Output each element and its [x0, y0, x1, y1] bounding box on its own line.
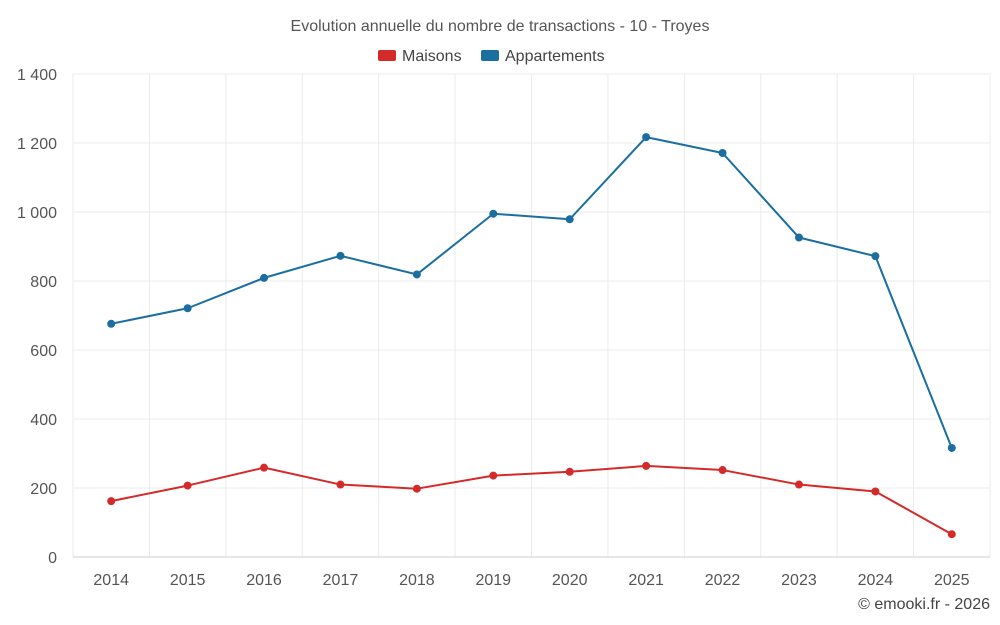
data-point-appartements-2015[interactable] — [183, 304, 192, 313]
y-tick-label: 1 400 — [17, 67, 57, 84]
data-point-maisons-2024[interactable] — [871, 487, 880, 496]
y-tick-label: 400 — [30, 412, 57, 429]
data-point-maisons-2015[interactable] — [183, 481, 192, 490]
y-axis: 0 200 400 600 800 1 000 1 200 1 400 — [17, 67, 57, 567]
data-point-appartements-2019[interactable] — [489, 209, 498, 218]
data-point-appartements-2016[interactable] — [260, 273, 269, 282]
legend-swatch-appartements — [481, 50, 499, 61]
y-tick-label: 1 000 — [17, 205, 57, 222]
x-tick-label: 2017 — [323, 572, 359, 589]
legend-label-maisons: Maisons — [402, 48, 462, 65]
data-point-maisons-2019[interactable] — [489, 471, 498, 480]
x-tick-label: 2024 — [858, 572, 894, 589]
chart-title: Evolution annuelle du nombre de transact… — [291, 18, 710, 35]
data-point-maisons-2014[interactable] — [107, 497, 116, 506]
x-tick-label: 2016 — [246, 572, 282, 589]
legend-item-maisons[interactable]: Maisons — [378, 48, 462, 65]
data-point-maisons-2025[interactable] — [947, 530, 956, 539]
x-axis: 2014 2015 2016 2017 2018 2019 2020 2021 2022 2023… — [73, 556, 990, 589]
data-point-maisons-2022[interactable] — [718, 466, 727, 475]
y-tick-label: 600 — [30, 343, 57, 360]
legend-swatch-maisons — [378, 50, 396, 61]
x-tick-label: 2020 — [552, 572, 588, 589]
x-tick-label: 2018 — [399, 572, 435, 589]
y-tick-label: 0 — [48, 550, 57, 567]
data-point-maisons-2023[interactable] — [794, 480, 803, 489]
data-point-appartements-2014[interactable] — [107, 319, 116, 328]
legend: Maisons Appartements — [378, 48, 605, 65]
legend-label-appartements: Appartements — [505, 48, 605, 65]
data-point-maisons-2017[interactable] — [336, 480, 345, 489]
x-tick-label: 2023 — [781, 572, 817, 589]
data-point-appartements-2022[interactable] — [718, 149, 727, 158]
credit-text: © emooki.fr - 2026 — [858, 596, 990, 613]
data-point-appartements-2025[interactable] — [947, 443, 956, 452]
data-point-maisons-2021[interactable] — [642, 461, 651, 470]
x-tick-label: 2025 — [934, 572, 970, 589]
series-layer — [107, 133, 956, 539]
y-tick-label: 200 — [30, 481, 57, 498]
y-tick-label: 1 200 — [17, 136, 57, 153]
x-tick-label: 2019 — [475, 572, 511, 589]
x-tick-label: 2021 — [628, 572, 664, 589]
series-line-maisons — [111, 464, 953, 536]
series-appartements — [107, 133, 956, 452]
data-point-maisons-2016[interactable] — [260, 463, 269, 472]
legend-item-appartements[interactable]: Appartements — [481, 48, 605, 65]
data-point-appartements-2024[interactable] — [871, 252, 880, 261]
data-point-appartements-2020[interactable] — [565, 215, 574, 224]
x-tick-label: 2014 — [93, 572, 129, 589]
series-line-appartements — [111, 136, 953, 449]
data-point-maisons-2020[interactable] — [565, 467, 574, 476]
x-tick-label: 2022 — [705, 572, 741, 589]
data-point-appartements-2023[interactable] — [794, 233, 803, 242]
series-maisons — [107, 461, 956, 539]
data-point-maisons-2018[interactable] — [412, 484, 421, 493]
gridlines — [72, 73, 991, 557]
y-tick-label: 800 — [30, 274, 57, 291]
data-point-appartements-2021[interactable] — [642, 133, 651, 142]
data-point-appartements-2017[interactable] — [336, 251, 345, 260]
data-point-appartements-2018[interactable] — [412, 270, 421, 279]
x-tick-label: 2015 — [170, 572, 206, 589]
